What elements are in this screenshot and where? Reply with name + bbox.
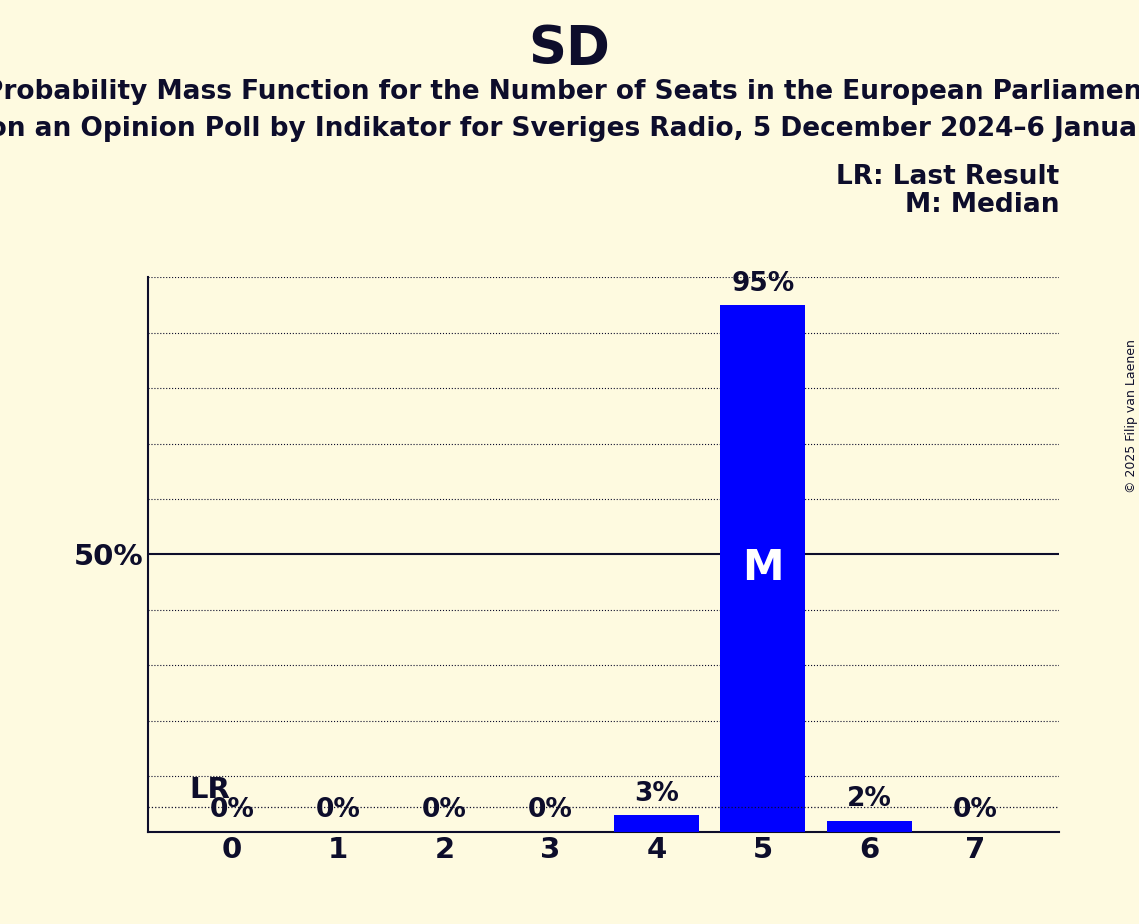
Bar — [827, 821, 911, 832]
Text: 2%: 2% — [846, 786, 892, 812]
Text: 95%: 95% — [731, 271, 795, 297]
Bar — [721, 305, 805, 832]
Text: LR: Last Result: LR: Last Result — [836, 164, 1059, 189]
Text: Based on an Opinion Poll by Indikator for Sveriges Radio, 5 December 2024–6 Janu: Based on an Opinion Poll by Indikator fo… — [0, 116, 1139, 141]
Text: M: M — [743, 547, 784, 590]
Text: Probability Mass Function for the Number of Seats in the European Parliament: Probability Mass Function for the Number… — [0, 79, 1139, 104]
Text: LR: LR — [189, 776, 230, 804]
Text: 3%: 3% — [634, 781, 679, 807]
Bar — [614, 815, 699, 832]
Text: SD: SD — [528, 23, 611, 75]
Text: 0%: 0% — [421, 797, 467, 823]
Text: 0%: 0% — [953, 797, 998, 823]
Text: 0%: 0% — [316, 797, 361, 823]
Text: M: Median: M: Median — [904, 192, 1059, 218]
Text: © 2025 Filip van Laenen: © 2025 Filip van Laenen — [1124, 339, 1138, 492]
Text: 0%: 0% — [210, 797, 254, 823]
Text: 0%: 0% — [528, 797, 573, 823]
